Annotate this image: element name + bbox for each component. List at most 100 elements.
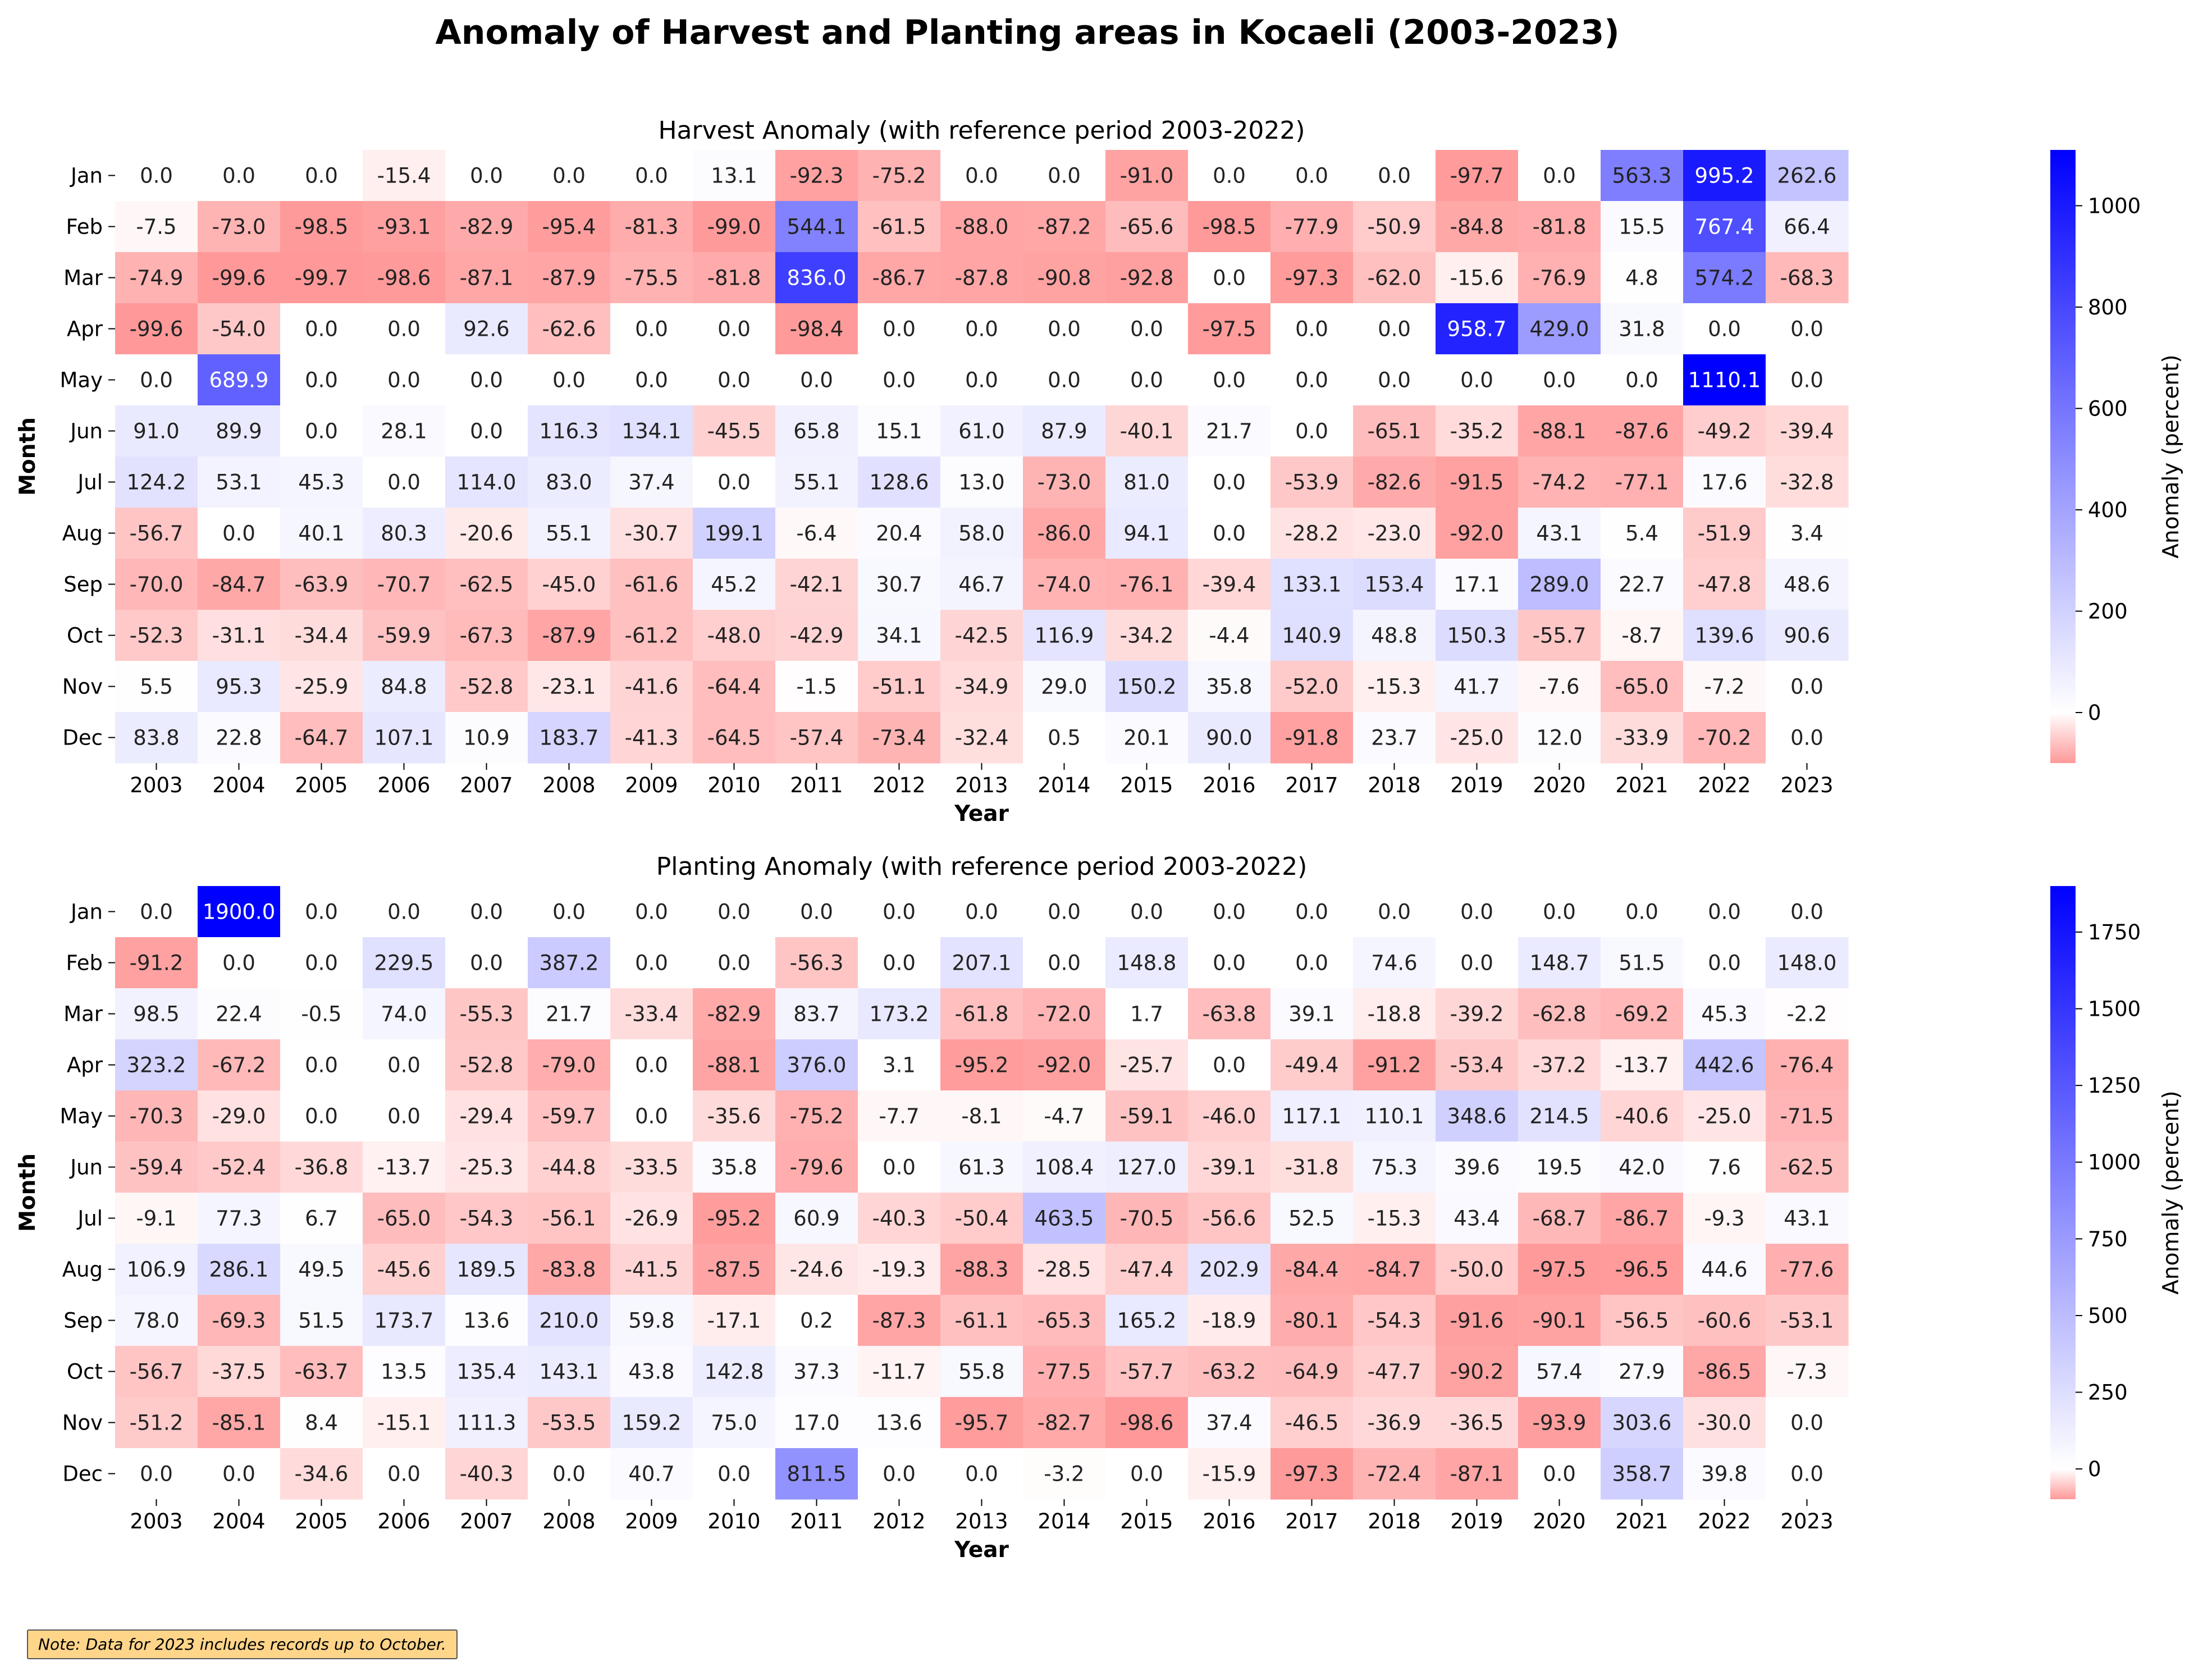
cell-value-label: -2.2 (1786, 1002, 1827, 1026)
heatmap-cell (858, 610, 941, 661)
heatmap-cell (1766, 252, 1849, 304)
heatmap-cell (528, 1090, 611, 1142)
heatmap-cell (528, 1295, 611, 1346)
heatmap-cell (280, 712, 363, 764)
cell-value-label: -42.1 (790, 573, 844, 597)
x-tick-label: 2017 (1285, 1509, 1338, 1533)
cell-value-label: 45.2 (711, 573, 757, 597)
cell-value-label: 262.6 (1777, 164, 1837, 188)
heatmap-cell (445, 1397, 528, 1449)
heatmap-cell (1023, 1346, 1106, 1398)
heatmap-cell (1766, 1039, 1849, 1091)
heatmap-cell (363, 661, 446, 713)
heatmap-cell (775, 661, 858, 713)
heatmap-cell (528, 1448, 611, 1500)
heatmap-cell (1518, 456, 1601, 508)
cell-value-label: -52.8 (460, 675, 514, 699)
cell-value-label: 124.2 (127, 471, 186, 495)
heatmap-cell (1188, 661, 1271, 713)
y-tick-label: Feb (66, 951, 103, 975)
heatmap-cell (280, 1244, 363, 1295)
heatmap-cell (1270, 1346, 1354, 1398)
heatmap-cell (1270, 661, 1354, 713)
cell-value-label: -62.8 (1533, 1002, 1587, 1026)
cell-value-label: -90.2 (1450, 1360, 1504, 1384)
heatmap-cell (1518, 1142, 1601, 1193)
heatmap-cell (1683, 886, 1766, 938)
cell-value-label: -68.7 (1533, 1207, 1587, 1231)
cell-value-label: 0.0 (717, 368, 751, 392)
heatmap-cell (693, 201, 776, 253)
cell-value-label: 0.0 (1790, 317, 1823, 341)
heatmap-cell (1518, 405, 1601, 457)
heatmap-cell (363, 1193, 446, 1244)
cell-value-label: 0.0 (305, 951, 338, 975)
heatmap-cell (198, 252, 281, 304)
colorbar-tick-label: 1500 (2088, 997, 2141, 1021)
heatmap-cell (115, 201, 198, 253)
heatmap-cell (1683, 1193, 1766, 1244)
cell-value-label: 29.0 (1041, 675, 1087, 699)
heatmap-cell (1601, 1193, 1684, 1244)
cell-value-label: -73.4 (872, 726, 926, 750)
cell-value-label: 0.0 (883, 900, 916, 924)
heatmap-cell (1023, 988, 1106, 1040)
cell-value-label: -47.7 (1368, 1360, 1422, 1384)
cell-value-label: 0.0 (387, 1104, 421, 1129)
cell-value-label: 229.5 (374, 951, 434, 975)
heatmap-cell (198, 610, 281, 661)
heatmap-cell (1683, 405, 1766, 457)
cell-value-label: -61.6 (625, 573, 679, 597)
heatmap-cell (693, 1346, 776, 1398)
heatmap-cell (445, 712, 528, 764)
heatmap-cell (363, 201, 446, 253)
y-tick-label: Mar (63, 266, 103, 290)
heatmap-cell (363, 1397, 446, 1449)
cell-value-label: -18.9 (1203, 1309, 1256, 1333)
heatmap-cell (693, 1193, 776, 1244)
cell-value-label: 767.4 (1695, 215, 1754, 239)
heatmap-cell (693, 150, 776, 202)
cell-value-label: 92.6 (463, 317, 509, 341)
heatmap-cell (198, 1193, 281, 1244)
cell-value-label: -85.1 (212, 1411, 266, 1435)
cell-value-label: -77.1 (1615, 471, 1669, 495)
cell-value-label: 0.0 (635, 317, 668, 341)
cell-value-label: -50.4 (955, 1207, 1009, 1231)
cell-value-label: -59.1 (1120, 1104, 1174, 1129)
cell-value-label: 0.0 (222, 951, 255, 975)
heatmap-cell (858, 559, 941, 610)
heatmap-cell (858, 508, 941, 559)
heatmap-cell (1188, 1039, 1271, 1091)
heatmap-cell (858, 988, 941, 1040)
x-tick-label: 2004 (212, 773, 265, 797)
heatmap-cell (1766, 1295, 1849, 1346)
cell-value-label: 20.4 (876, 522, 922, 546)
cell-value-label: -56.6 (1203, 1207, 1256, 1231)
cell-value-label: 48.6 (1784, 573, 1830, 597)
heatmap-cell (1105, 886, 1189, 938)
cell-value-label: 51.5 (1619, 951, 1665, 975)
cell-value-label: -37.2 (1533, 1053, 1587, 1078)
cell-value-label: -26.9 (625, 1207, 679, 1231)
cell-value-label: 43.8 (628, 1360, 674, 1384)
heatmap-cell (1601, 508, 1684, 559)
cell-value-label: 94.1 (1123, 522, 1169, 546)
heatmap-cell (363, 1448, 446, 1500)
heatmap-cell (1518, 1295, 1601, 1346)
heatmap-cell (775, 456, 858, 508)
heatmap-cell (1105, 1244, 1189, 1295)
heatmap-cell (1270, 1244, 1354, 1295)
cell-value-label: 52.5 (1288, 1207, 1334, 1231)
heatmap-cell (1353, 303, 1436, 355)
heatmap-cell (363, 150, 446, 202)
x-tick-label: 2014 (1037, 773, 1090, 797)
heatmap-cell (445, 201, 528, 253)
heatmap-cell (1270, 712, 1354, 764)
cell-value-label: -7.5 (136, 215, 176, 239)
cell-value-label: 114.0 (457, 471, 517, 495)
heatmap-cell (940, 712, 1023, 764)
heatmap-cell (1270, 559, 1354, 610)
cell-value-label: 116.9 (1035, 624, 1094, 648)
cell-value-label: -70.2 (1698, 726, 1752, 750)
